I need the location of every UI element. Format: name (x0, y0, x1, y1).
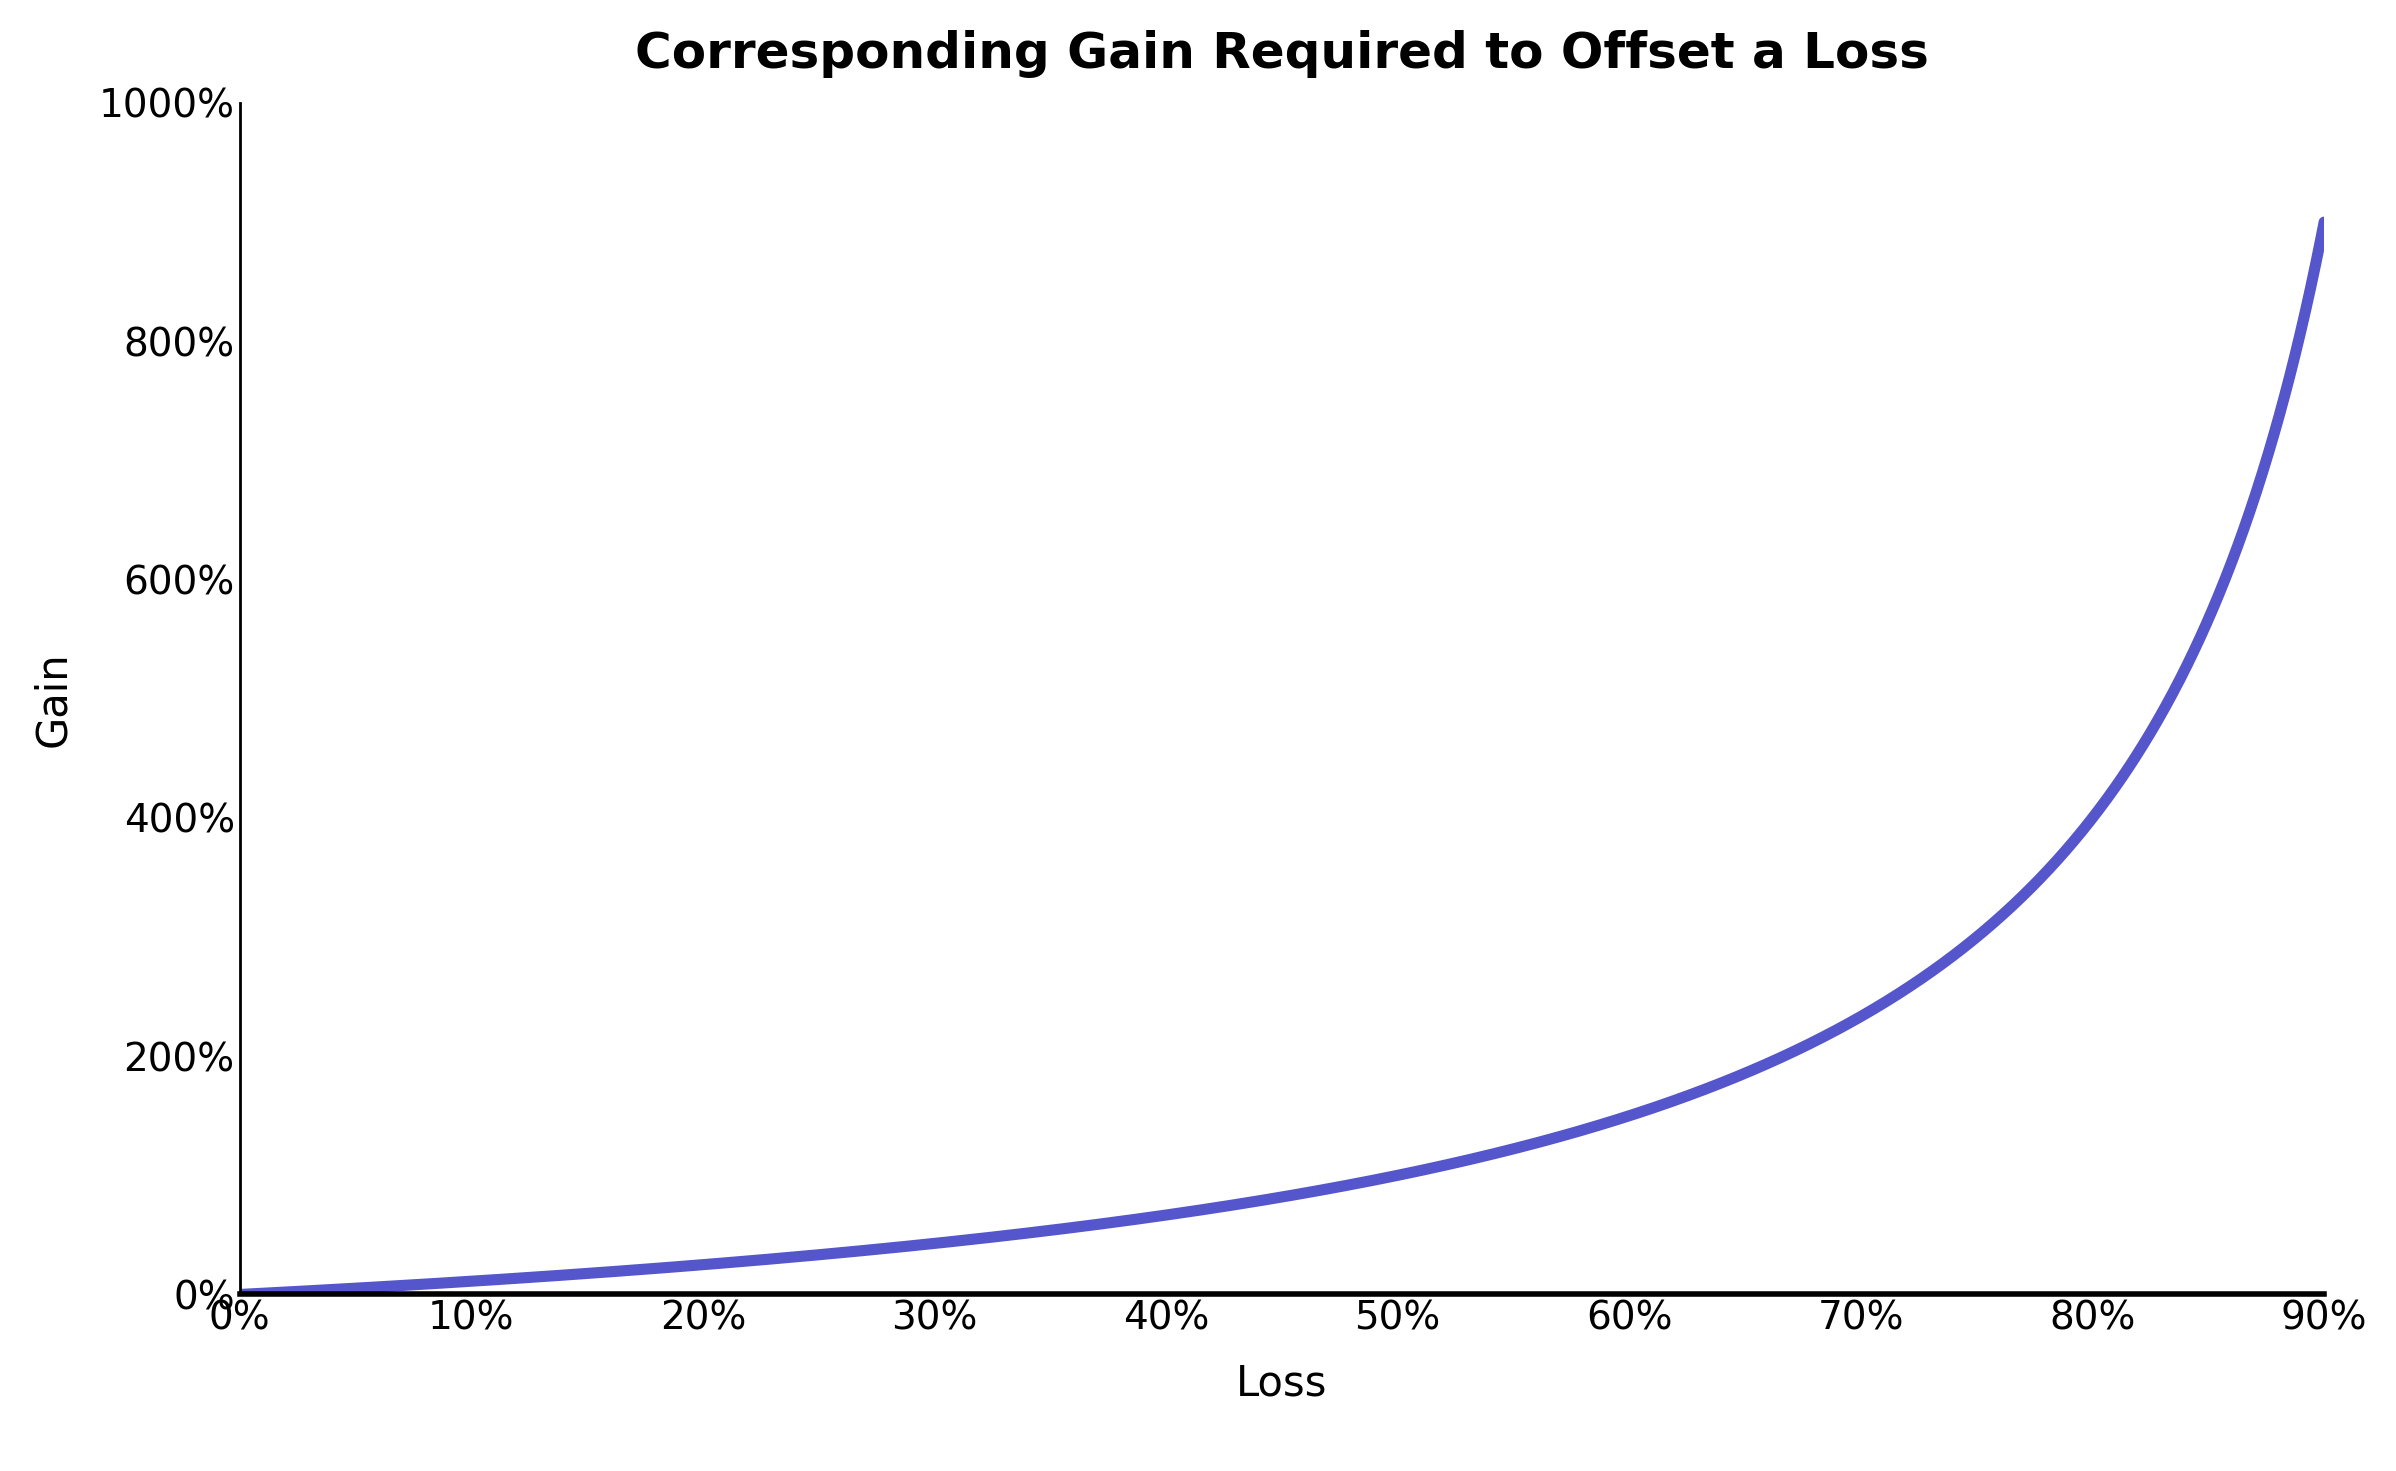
X-axis label: Loss: Loss (1236, 1362, 1327, 1405)
Title: Corresponding Gain Required to Offset a Loss: Corresponding Gain Required to Offset a … (635, 31, 1929, 78)
Y-axis label: Gain: Gain (31, 650, 74, 747)
